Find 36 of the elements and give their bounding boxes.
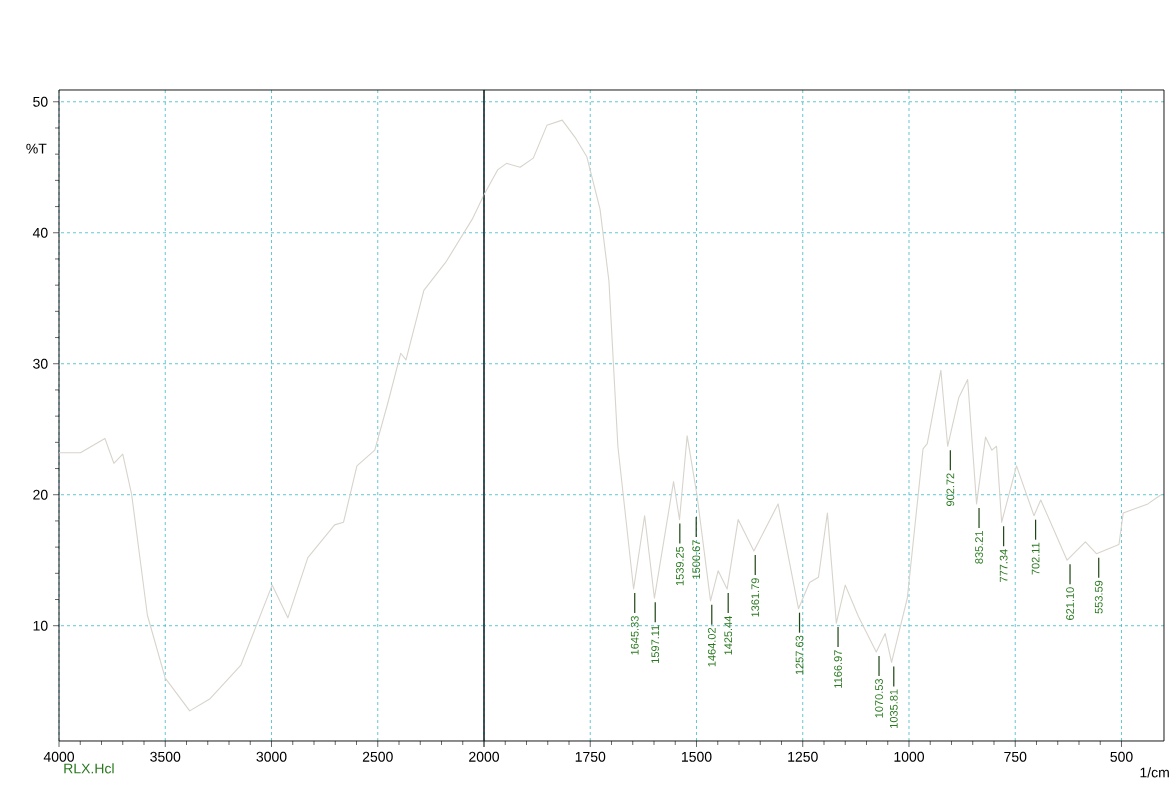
annotation: 553.59: [1094, 580, 1103, 614]
x-tick-label: 750: [1004, 751, 1027, 762]
annotation: 702.11: [1031, 542, 1040, 575]
annotation: 1425.44: [724, 615, 733, 655]
annotation: 1070.53: [875, 679, 883, 718]
annotation: 1257.63: [795, 635, 804, 675]
y-tick-label: 50: [33, 96, 48, 107]
x-tick-label: 3500: [150, 751, 181, 762]
y-tick-label: 30: [33, 358, 48, 369]
annotation: 1597.11: [651, 625, 660, 663]
annotation: 621.10: [1066, 587, 1074, 620]
x-tick-label: 4000: [43, 751, 75, 762]
annotation: 902.72: [946, 473, 955, 506]
x-tick-label: 3000: [256, 751, 287, 762]
x-tick-label: 1250: [788, 751, 818, 762]
x-tick-label: 2000: [469, 751, 500, 762]
annotation: 1645.33: [630, 616, 639, 655]
annotation: 1500.67: [692, 540, 701, 579]
annotation: 1035.81: [889, 689, 898, 728]
x-tick-label: 1500: [681, 751, 712, 762]
x-tick-label: 500: [1110, 751, 1133, 762]
annotation: 1166.97: [834, 650, 842, 688]
x-axis-title: 1/cm: [1140, 767, 1169, 778]
annotation: 1361.79: [751, 578, 760, 617]
x-tick-label: 2500: [362, 751, 393, 762]
y-tick-label: 40: [32, 227, 48, 238]
annotation: 777.34: [999, 549, 1008, 582]
x-tick-label: 1000: [894, 751, 925, 762]
text: RLX.Hcl: [64, 763, 114, 774]
y-axis-title: %T: [26, 143, 47, 154]
annotation: 1464.02: [707, 627, 716, 667]
annotation: 1539.25: [675, 546, 684, 586]
annotation: 835.21: [975, 531, 983, 564]
y-tick-label: 10: [33, 620, 48, 631]
y-tick-label: 20: [33, 489, 48, 500]
x-tick-label: 1750: [575, 751, 606, 762]
